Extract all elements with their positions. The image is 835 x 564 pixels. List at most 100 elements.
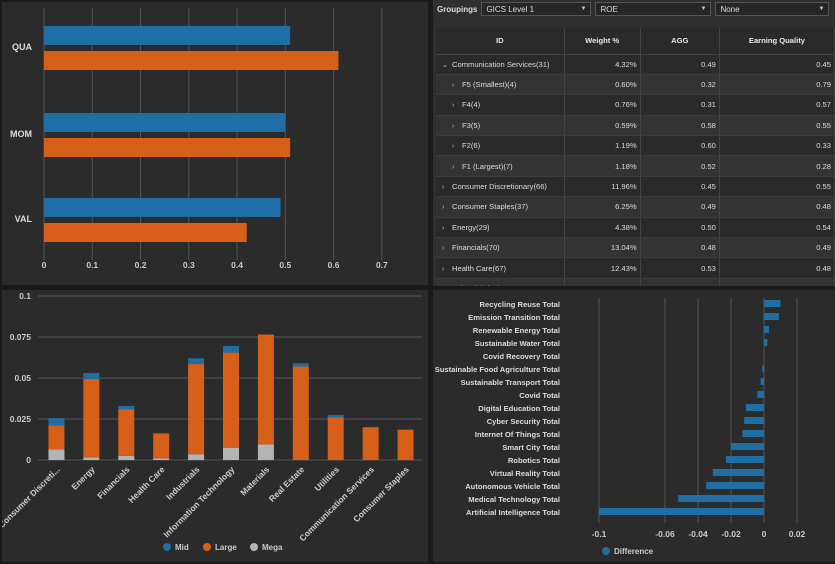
difference-bar[interactable] (744, 417, 764, 424)
sector-bar-segment[interactable] (257, 334, 274, 445)
table-row[interactable]: ›Industrials(79)14.48%0.500.52 (436, 278, 835, 286)
factor-bar[interactable] (44, 223, 247, 242)
difference-bar[interactable] (599, 508, 764, 515)
sector-bar-segment[interactable] (153, 433, 170, 459)
difference-bar[interactable] (726, 456, 764, 463)
table-row[interactable]: › F2(6) 1.19% 0.60 0.33 (436, 135, 835, 157)
cell-weight: 0.60% (564, 74, 641, 96)
row-label: Industrials(79) (452, 284, 500, 286)
grouping-level-value: GICS Level 1 (486, 4, 535, 14)
chevron-right-icon[interactable]: › (452, 163, 455, 171)
difference-bar[interactable] (706, 482, 764, 489)
table-row[interactable]: › F1 (Largest)(7) 1.18% 0.52 0.28 (436, 155, 835, 177)
table-row[interactable]: › Financials(70) 13.04% 0.48 0.49 (436, 237, 835, 259)
y-category-label: Sustainable Transport Total (461, 378, 560, 387)
sector-bar-segment[interactable] (118, 409, 135, 456)
table-row[interactable]: ⌄ Communication Services(31) 4.32% 0.49 0.45 (436, 54, 835, 75)
cell-earning-quality: 0.33 (719, 135, 835, 157)
sector-bar-segment[interactable] (83, 457, 100, 460)
sector-bar-segment[interactable] (327, 417, 344, 460)
metric-value: ROE (600, 4, 618, 14)
factor-bar[interactable] (44, 138, 291, 157)
sector-bar-segment[interactable] (257, 444, 274, 460)
difference-bar[interactable] (712, 469, 764, 476)
cell-earning-quality: 0.52 (719, 278, 835, 286)
col-header-earning-quality[interactable]: Earning Quality (719, 28, 835, 55)
table-row[interactable]: › Consumer Discretionary(66) 11.96% 0.45 0.5… (436, 176, 835, 198)
y-tick-label: 0.025 (10, 414, 32, 424)
sector-chart-panel: 0 0.025 0.05 0.075 0.1 Consumer Discreti... En… (2, 290, 428, 562)
cell-agg: 0.32 (640, 74, 720, 96)
y-category-label: Covid Total (519, 391, 560, 400)
chevron-right-icon[interactable]: › (442, 245, 445, 253)
sector-bar-segment[interactable] (327, 414, 344, 418)
sector-bar-segment[interactable] (188, 454, 205, 460)
chevron-right-icon[interactable]: › (442, 204, 445, 212)
factor-bar[interactable] (44, 26, 291, 45)
difference-bar[interactable] (764, 300, 781, 307)
chevron-down-icon[interactable]: ⌄ (442, 61, 448, 69)
sector-bar-segment[interactable] (48, 418, 65, 426)
factor-bar[interactable] (44, 51, 339, 70)
chevron-right-icon[interactable]: › (452, 102, 455, 110)
sector-bar-segment[interactable] (153, 432, 170, 434)
sector-bar-segment[interactable] (118, 455, 135, 460)
y-category-label: Emission Transition Total (468, 313, 560, 322)
groupings-controls: Groupings GICS Level 1 ▼ ROE ▼ None ▼ (433, 0, 835, 18)
sector-bar-segment[interactable] (188, 364, 205, 455)
difference-bar[interactable] (760, 378, 764, 385)
table-row[interactable]: › Health Care(67) 12.43% 0.53 0.48 (436, 257, 835, 279)
sector-bar-segment[interactable] (223, 352, 239, 448)
sector-bar-segment[interactable] (223, 346, 239, 353)
x-tick-label: 0.02 (789, 529, 806, 539)
chevron-right-icon[interactable]: › (442, 265, 445, 273)
sector-bar-segment[interactable] (83, 373, 100, 379)
sector-bar-segment[interactable] (397, 429, 414, 460)
chevron-right-icon[interactable]: › (442, 224, 445, 232)
col-header-weight[interactable]: Weight % (564, 28, 641, 55)
cell-agg: 0.58 (640, 115, 720, 137)
difference-bar[interactable] (742, 430, 764, 437)
difference-bar[interactable] (731, 443, 764, 450)
sector-bar-segment[interactable] (362, 427, 379, 460)
difference-bar[interactable] (762, 365, 764, 372)
chevron-right-icon[interactable]: › (442, 184, 445, 192)
x-tick-label: 0 (762, 529, 767, 539)
col-header-agg[interactable]: AGG (640, 28, 720, 55)
secondary-select[interactable]: None ▼ (715, 2, 830, 16)
difference-bar[interactable] (764, 313, 779, 320)
sector-bar-segment[interactable] (83, 378, 100, 458)
sector-bar-segment[interactable] (188, 358, 205, 365)
sector-bar-segment[interactable] (48, 425, 65, 450)
x-tick-label: 0.6 (328, 260, 340, 270)
cell-id: › F3(5) (436, 115, 565, 137)
sector-bar-segment[interactable] (118, 405, 135, 410)
table-row[interactable]: › Energy(29) 4.38% 0.50 0.54 (436, 217, 835, 239)
factor-bar[interactable] (44, 113, 286, 132)
chevron-right-icon[interactable]: › (452, 82, 455, 90)
difference-bar[interactable] (745, 404, 764, 411)
col-header-id[interactable]: ID (436, 28, 565, 55)
table-row[interactable]: › F5 (Smallest)(4) 0.60% 0.32 0.79 (436, 74, 835, 96)
y-category-label: Virtual Reality Total (490, 469, 560, 478)
legend-label: Difference (614, 547, 654, 556)
factor-bar[interactable] (44, 198, 281, 217)
table-row[interactable]: › F4(4) 0.76% 0.31 0.57 (436, 94, 835, 116)
difference-bar[interactable] (757, 391, 764, 398)
chevron-right-icon[interactable]: › (452, 143, 455, 151)
difference-bar[interactable] (764, 339, 768, 346)
sector-bar-segment[interactable] (292, 366, 309, 460)
sector-bar-segment[interactable] (48, 449, 65, 460)
grouping-level-select[interactable]: GICS Level 1 ▼ (481, 2, 592, 16)
sector-bar-segment[interactable] (153, 458, 170, 460)
sector-bar-segment[interactable] (292, 363, 309, 367)
table-row[interactable]: › F3(5) 0.59% 0.58 0.55 (436, 115, 835, 137)
x-tick-label: 0.4 (231, 260, 243, 270)
x-tick-label: 0.3 (183, 260, 195, 270)
chevron-right-icon[interactable]: › (452, 122, 455, 130)
table-row[interactable]: › Consumer Staples(37) 6.25% 0.49 0.48 (436, 196, 835, 218)
difference-bar[interactable] (678, 495, 764, 502)
metric-select[interactable]: ROE ▼ (595, 2, 712, 16)
sector-bar-segment[interactable] (223, 447, 239, 460)
difference-bar[interactable] (764, 326, 769, 333)
